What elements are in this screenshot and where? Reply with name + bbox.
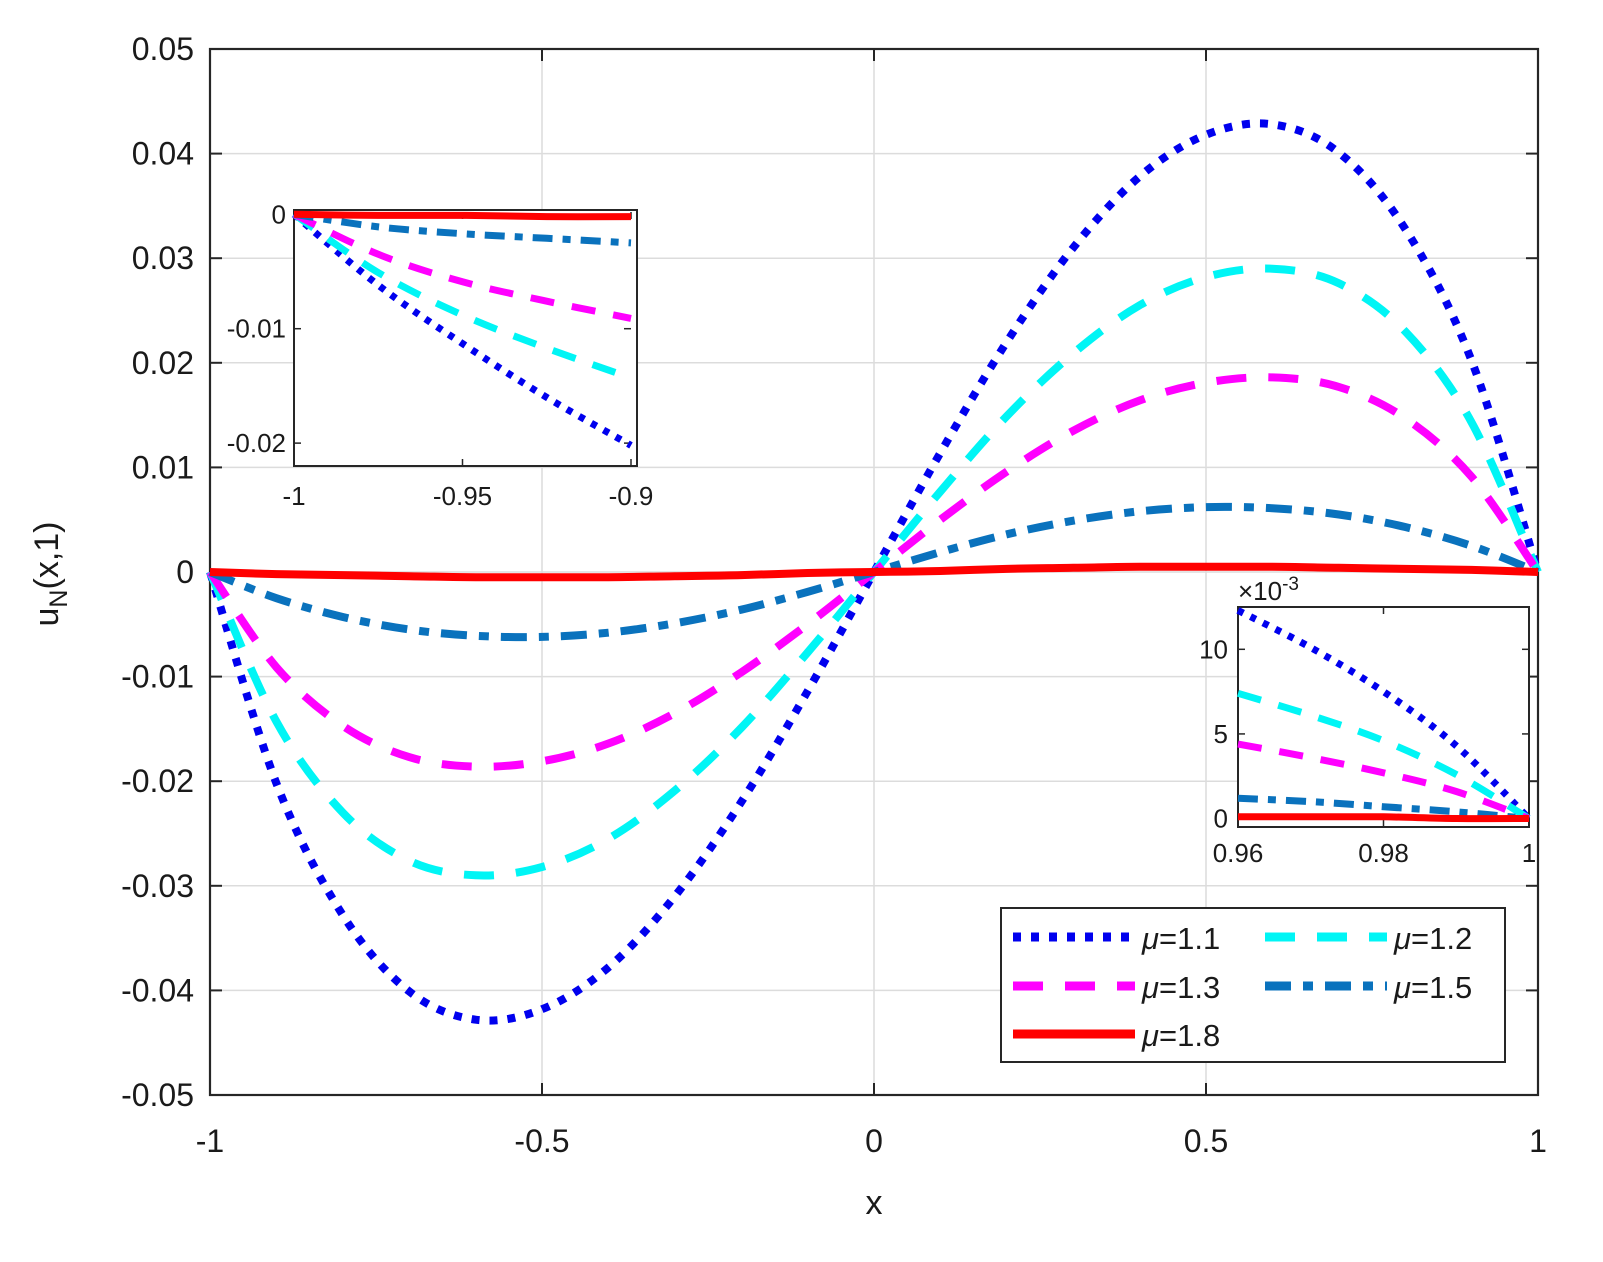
legend-greek: μ: [1141, 921, 1159, 956]
legend-value: =1.1: [1159, 921, 1220, 956]
left-inset-x-tick-labels: -1 -0.95 -0.9: [282, 481, 653, 511]
legend-label: μ=1.1: [1141, 921, 1220, 956]
inset-series-line-1-5: [293, 210, 632, 247]
inset-series-line-1-1: [291, 211, 633, 449]
legend-value: =1.5: [1411, 970, 1472, 1005]
legend-greek: μ: [1393, 921, 1411, 956]
x-axis-label: x: [866, 1184, 883, 1222]
legend-label: μ=1.8: [1141, 1018, 1220, 1053]
inset-series-line-1-1: [1236, 607, 1532, 821]
y-tick-labels: -0.05 -0.04 -0.03 -0.02 -0.01 0 0.01 0.02 0.03 0.…: [121, 31, 194, 1113]
inset-y-tick-label: -0.02: [227, 428, 286, 458]
y-tick-label: 0.05: [132, 31, 194, 67]
inset-x-tick-label: -0.95: [433, 481, 492, 511]
y-tick-label: -0.04: [121, 972, 194, 1008]
main-series-lines: [206, 119, 1542, 1025]
inset-series-line-1-8: [1238, 813, 1530, 823]
inset-y-tick-label: 0: [1214, 804, 1228, 834]
series-line-1-8: [209, 562, 1539, 582]
inset-y-tick-label: 10: [1199, 634, 1228, 664]
legend-greek: μ: [1393, 970, 1411, 1005]
legend-value: =1.8: [1159, 1018, 1220, 1053]
legend-item-1-1: μ=1.1: [1013, 921, 1220, 956]
y-tick-label: 0: [176, 554, 194, 590]
left-inset-y-tick-labels: 0 -0.01 -0.02: [227, 199, 286, 458]
legend-item-1-3: μ=1.3: [1013, 970, 1220, 1005]
right-inset-series-lines: [1236, 607, 1532, 823]
inset-series-line-1-3: [292, 211, 632, 322]
y-axis-label-main: u: [28, 608, 66, 627]
y-tick-label: 0.03: [132, 240, 194, 276]
inset-y-tick-label: 5: [1214, 719, 1228, 749]
inset-series-line-1-8: [293, 210, 632, 221]
legend-label: μ=1.3: [1141, 970, 1220, 1005]
y-tick-label: 0.02: [132, 345, 194, 381]
legend-value: =1.2: [1411, 921, 1472, 956]
right-inset-exponent-label: ×10-3: [1238, 574, 1299, 606]
inset-x-tick-label: -1: [282, 481, 305, 511]
y-axis-label-subscript: N: [45, 590, 73, 608]
legend-label: μ=1.2: [1393, 921, 1472, 956]
x-tick-label: -1: [196, 1123, 224, 1159]
exponent-base: ×10: [1238, 576, 1282, 606]
inset-y-tick-label: -0.01: [227, 314, 286, 344]
y-tick-label: 0.04: [132, 136, 194, 172]
inset-series-line-1-2: [292, 211, 633, 382]
main-tick-marks: [209, 48, 1539, 1096]
y-axis-label: uN(x,1): [28, 522, 73, 627]
x-tick-label: -0.5: [514, 1123, 569, 1159]
y-tick-label: 0.01: [132, 449, 194, 485]
inset-y-tick-label: 0: [272, 199, 286, 229]
series-line-1-1: [206, 119, 1542, 1025]
inset-x-tick-label: 1: [1522, 838, 1536, 868]
inset-series-line-1-2: [1236, 689, 1531, 822]
inset-x-tick-label: 0.98: [1358, 838, 1409, 868]
legend-value: =1.3: [1159, 970, 1220, 1005]
inset-series-line-1-3: [1237, 740, 1531, 822]
legend-item-1-5: μ=1.5: [1265, 970, 1472, 1005]
y-tick-label: -0.03: [121, 868, 194, 904]
right-inset-x-tick-labels: 0.96 0.98 1: [1213, 838, 1537, 868]
left-inset-series-lines: [291, 210, 633, 449]
y-tick-label: -0.05: [121, 1077, 194, 1113]
exponent-power: -3: [1282, 574, 1299, 595]
y-tick-label: -0.02: [121, 763, 194, 799]
y-axis-label-args: (x,1): [28, 522, 66, 590]
inset-x-tick-label: -0.9: [609, 481, 654, 511]
legend-label: μ=1.5: [1393, 970, 1472, 1005]
left-inset-box: [293, 209, 638, 467]
x-tick-label: 1: [1529, 1123, 1547, 1159]
legend: μ=1.1 μ=1.2μ=1.3 μ=1.5μ=1.8: [1000, 907, 1506, 1063]
x-tick-labels: -1 -0.5 0 0.5 1: [196, 1123, 1547, 1159]
y-tick-label: -0.01: [121, 659, 194, 695]
legend-item-1-8: μ=1.8: [1013, 1018, 1220, 1053]
right-inset-y-tick-labels: 0 5 10: [1199, 634, 1228, 833]
inset-series-line-1-5: [1237, 794, 1530, 822]
x-tick-label: 0.5: [1184, 1123, 1228, 1159]
legend-greek: μ: [1141, 970, 1159, 1005]
x-tick-label: 0: [865, 1123, 883, 1159]
legend-item-1-2: μ=1.2: [1265, 921, 1472, 956]
inset-x-tick-label: 0.96: [1213, 838, 1264, 868]
legend-greek: μ: [1141, 1018, 1159, 1053]
